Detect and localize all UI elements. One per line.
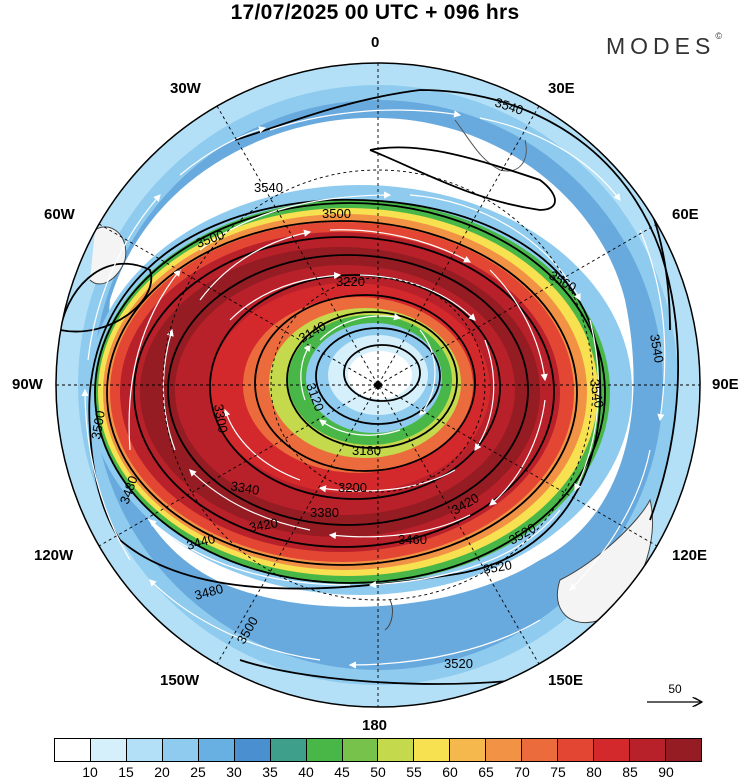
polar-map: 3540 3540 3500 3500 3560 3540 3540 3500 … xyxy=(55,62,701,708)
lon-label-30w: 30W xyxy=(170,80,201,97)
lon-label-180: 180 xyxy=(362,717,388,734)
lon-label-90w: 90W xyxy=(12,376,43,393)
lon-label-0: 0 xyxy=(371,34,380,51)
color-scale-tick: 85 xyxy=(622,764,638,780)
contour-label: 3520 xyxy=(482,557,513,577)
brand-logo: MODES© xyxy=(606,31,722,60)
color-scale-cell xyxy=(90,739,127,761)
lon-label-120e: 120E xyxy=(672,547,708,564)
contour-label: 3500 xyxy=(88,409,108,440)
contour-label: 3540 xyxy=(254,180,283,195)
color-scale-cell xyxy=(378,739,415,761)
arrow-right-icon xyxy=(647,695,704,709)
color-scale-tick: 75 xyxy=(550,764,566,780)
color-scale-cell xyxy=(414,739,451,761)
lon-label-120w: 120W xyxy=(34,547,74,564)
lon-label-60e: 60E xyxy=(672,206,699,223)
color-scale-cell xyxy=(450,739,487,761)
color-scale-cell xyxy=(55,739,91,761)
wind-reference-label: 50 xyxy=(668,682,682,696)
contour-label: 3420 xyxy=(248,515,279,535)
color-scale-tick: 90 xyxy=(658,764,674,780)
color-scale-cell xyxy=(198,739,235,761)
color-scale-tick: 70 xyxy=(514,764,530,780)
color-scale-cell xyxy=(126,739,163,761)
color-scale-cell xyxy=(234,739,271,761)
color-scale-cell xyxy=(342,739,379,761)
color-scale-tick: 30 xyxy=(226,764,242,780)
contour-label: 3520 xyxy=(444,656,473,671)
contour-label: 3440 xyxy=(185,531,217,553)
color-scale-bar xyxy=(54,738,702,762)
copyright-mark: © xyxy=(715,31,722,42)
color-scale-cell xyxy=(162,739,199,761)
color-scale-tick: 80 xyxy=(586,764,602,780)
color-scale-cell xyxy=(522,739,559,761)
color-scale-tick: 35 xyxy=(262,764,278,780)
color-scale-tick: 65 xyxy=(478,764,494,780)
color-scale-tick: 10 xyxy=(82,764,98,780)
contour-label: 3480 xyxy=(193,581,225,603)
pole-marker xyxy=(373,380,383,390)
color-scale-tick: 40 xyxy=(298,764,314,780)
lon-label-150e: 150E xyxy=(548,672,584,689)
color-scale-cell xyxy=(630,739,666,761)
color-scale-cell xyxy=(558,739,595,761)
color-scale-tick: 50 xyxy=(370,764,386,780)
color-scale-tick: 25 xyxy=(190,764,206,780)
contour-label: 3500 xyxy=(322,206,351,221)
brand-name: MODES xyxy=(606,33,716,59)
lon-label-30e: 30E xyxy=(548,80,575,97)
contour-label: 3180 xyxy=(352,443,381,458)
map-boundary xyxy=(55,62,701,708)
color-scale-tick: 15 xyxy=(118,764,134,780)
contour-label: 3380 xyxy=(310,505,339,520)
lon-label-90e: 90E xyxy=(712,376,739,393)
contour-label: 3460 xyxy=(398,532,427,547)
color-scale-cell xyxy=(270,739,307,761)
color-scale-tick: 20 xyxy=(154,764,170,780)
color-scale-cell xyxy=(306,739,343,761)
contour-label: 3540 xyxy=(587,378,607,409)
color-scale-cell xyxy=(665,739,701,761)
chart-title: 17/07/2025 00 UTC + 096 hrs xyxy=(230,1,520,24)
color-scale-tick: 45 xyxy=(334,764,350,780)
color-scale-cell xyxy=(486,739,523,761)
graticule xyxy=(56,63,700,707)
lon-label-60w: 60W xyxy=(44,206,75,223)
wind-speed-field xyxy=(56,63,700,707)
contour-label: 3300 xyxy=(211,403,231,434)
contour-label: 3540 xyxy=(647,333,667,364)
color-scale-tick: 55 xyxy=(406,764,422,780)
lon-label-150w: 150W xyxy=(160,672,200,689)
color-scale-labels: 10 15 20 25 30 35 40 45 50 55 60 65 70 75 80 85 90 xyxy=(54,764,702,782)
wind-streamlines xyxy=(81,109,666,669)
contour-label: 3220 xyxy=(336,274,365,289)
color-scale-cell xyxy=(594,739,630,761)
contour-label: 3200 xyxy=(338,480,367,495)
color-scale-tick: 60 xyxy=(442,764,458,780)
contour-label: 3340 xyxy=(229,478,260,498)
